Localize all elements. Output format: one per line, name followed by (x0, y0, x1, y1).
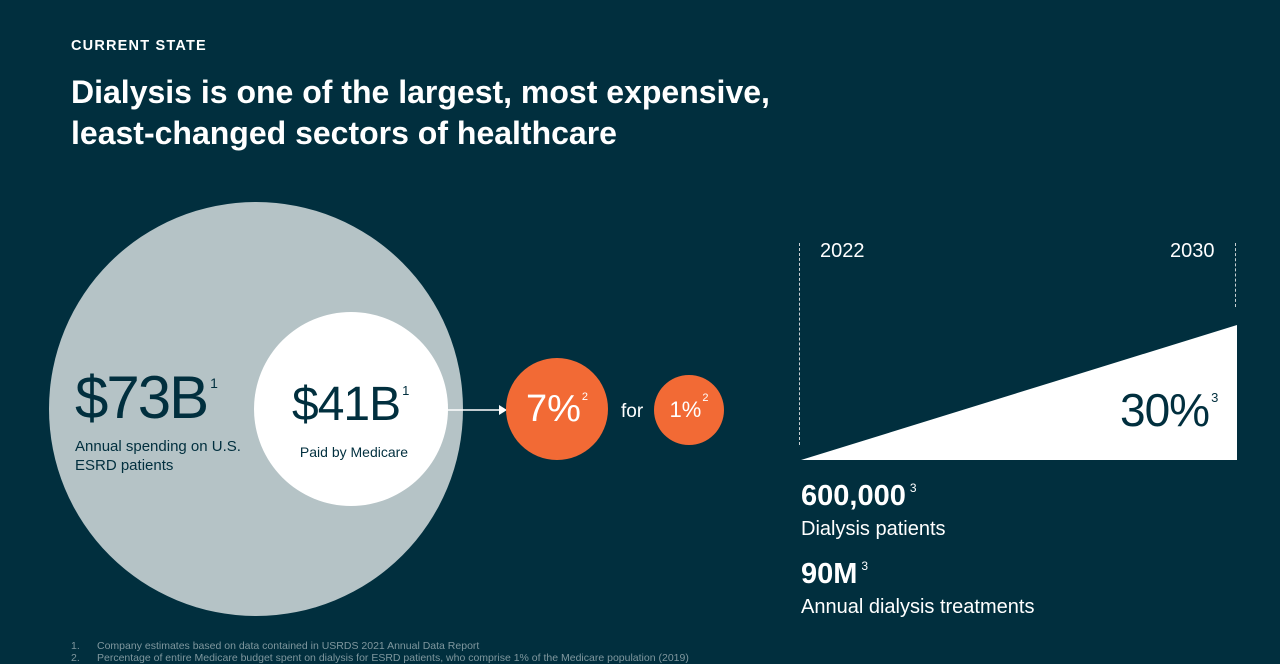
medicare-spending-value: $41B 1 (292, 378, 410, 431)
growth-percent: 30% 3 (1120, 384, 1219, 436)
patients-stat-value: 600,000 3 (801, 480, 917, 512)
end-year-label: 2030 (1170, 240, 1215, 262)
footnotes: 1. Company estimates based on data contai… (71, 640, 689, 664)
footnote-ref: 2 (702, 392, 709, 404)
total-spending-label: Annual spending on U.S. ESRD patients (75, 438, 241, 474)
footnote-item: 2. Percentage of entire Medicare budget s… (71, 652, 689, 664)
treatments-stat-label: Annual dialysis treatments (801, 596, 1035, 618)
footnote-ref: 2 (581, 391, 589, 403)
footnote-ref: 1 (402, 383, 410, 398)
medicare-spending-circle (254, 312, 448, 506)
patients-stat-label: Dialysis patients (801, 518, 946, 540)
total-spending-value: $73B 1 (75, 364, 218, 431)
arrow-right-icon (445, 405, 507, 415)
medicare-budget-share-circle: 7% 2 (506, 358, 608, 460)
start-year-label: 2022 (820, 240, 865, 262)
page-title: Dialysis is one of the largest, most exp… (71, 74, 770, 151)
medicare-population-share-circle: 1% 2 (654, 375, 724, 445)
eyebrow-label: CURRENT STATE (71, 38, 207, 54)
growth-wedge (801, 325, 1237, 460)
medicare-spending-label: Paid by Medicare (299, 444, 409, 460)
treatments-stat-value: 90M 3 (801, 558, 869, 590)
footnote-ref: 3 (909, 481, 917, 495)
for-label: for (621, 401, 644, 422)
end-year-dashed-line (1235, 243, 1236, 307)
footnote-ref: 1 (210, 375, 218, 391)
footnote-item: 1. Company estimates based on data contai… (71, 640, 480, 652)
start-year-dashed-line (799, 243, 800, 445)
footnote-ref: 3 (861, 559, 869, 573)
footnote-ref: 3 (1211, 390, 1219, 405)
